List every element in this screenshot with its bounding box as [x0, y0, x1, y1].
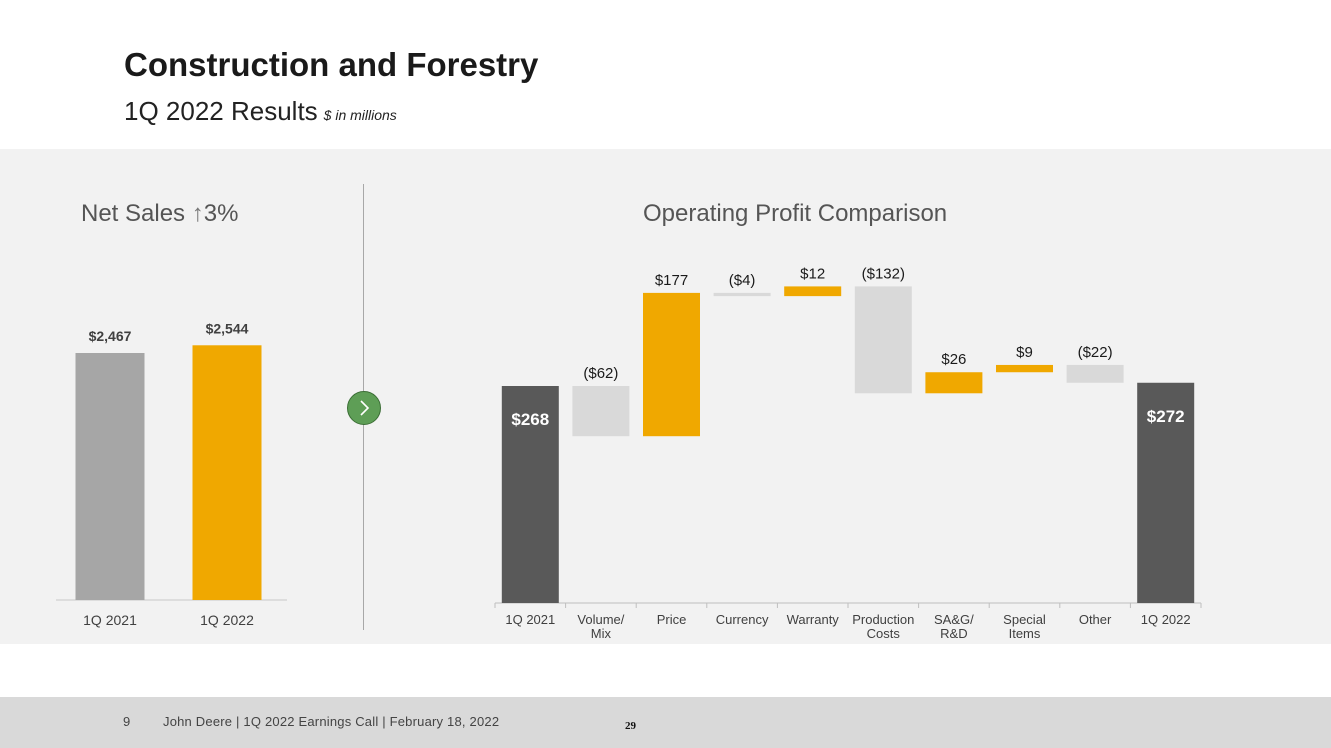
waterfall-value-label: $26	[941, 351, 966, 368]
waterfall-tick-label: Other	[1079, 612, 1112, 627]
net-sales-tick-label: 1Q 2022	[200, 612, 254, 628]
waterfall-bar	[854, 286, 912, 394]
slide-number: 9	[123, 714, 131, 729]
waterfall-tick-label: Warranty	[787, 612, 840, 627]
waterfall-tick-label: 1Q 2021	[505, 612, 555, 627]
waterfall-value-label: ($132)	[862, 265, 905, 282]
net-sales-tick-label: 1Q 2021	[83, 612, 137, 628]
footer-text: John Deere | 1Q 2022 Earnings Call | Feb…	[163, 714, 500, 729]
waterfall-tick-label: Volume/Mix	[577, 612, 624, 641]
page-number: 29	[625, 720, 636, 732]
up-arrow-icon: ↑	[191, 200, 204, 227]
net-sales-bar	[75, 353, 145, 600]
waterfall-value-label: ($22)	[1078, 344, 1113, 361]
waterfall-bar	[1137, 382, 1195, 603]
waterfall-bar	[996, 364, 1053, 373]
net-sales-title-text: Net Sales	[81, 200, 186, 227]
unit-note: $ in millions	[323, 107, 397, 123]
waterfall-value-label: $12	[800, 265, 825, 282]
waterfall-tick-label: 1Q 2022	[1141, 612, 1191, 627]
net-sales-value-label: $2,467	[89, 328, 132, 344]
waterfall-bar	[501, 386, 559, 603]
waterfall-bar	[1066, 364, 1124, 383]
chevron-right-icon	[360, 400, 370, 416]
waterfall-bar	[784, 286, 842, 297]
waterfall-value-label: ($4)	[729, 272, 756, 289]
waterfall-bar	[713, 292, 771, 297]
operating-profit-title: Operating Profit Comparison	[643, 200, 948, 227]
waterfall-tick-label: Currency	[716, 612, 769, 627]
waterfall-value-label: $9	[1016, 344, 1033, 361]
waterfall-tick-label: Special Items	[1003, 612, 1046, 641]
footer-bar	[0, 697, 1331, 748]
net-sales-title: Net Sales ↑3%	[81, 200, 238, 228]
net-sales-value-label: $2,544	[206, 320, 249, 336]
waterfall-bar	[572, 386, 630, 437]
waterfall-tick-label: SA&G/R&D	[934, 612, 974, 641]
waterfall-bar	[643, 292, 700, 437]
net-sales-bar	[192, 345, 262, 600]
waterfall-tick-label: Price	[657, 612, 687, 627]
net-sales-change: 3%	[203, 200, 239, 227]
waterfall-value-label: ($62)	[583, 365, 618, 382]
waterfall-value-label: $268	[511, 410, 549, 429]
waterfall-value-label: $177	[655, 272, 688, 289]
waterfall-bar	[925, 372, 983, 394]
page-subtitle: 1Q 2022 Results $ in millions	[124, 96, 397, 127]
subtitle-text: 1Q 2022 Results	[124, 96, 318, 126]
waterfall-value-label: $272	[1147, 407, 1185, 426]
next-chevron-button[interactable]	[347, 391, 381, 425]
waterfall-tick-label: Production Costs	[852, 612, 914, 641]
page-title: Construction and Forestry	[124, 46, 539, 83]
